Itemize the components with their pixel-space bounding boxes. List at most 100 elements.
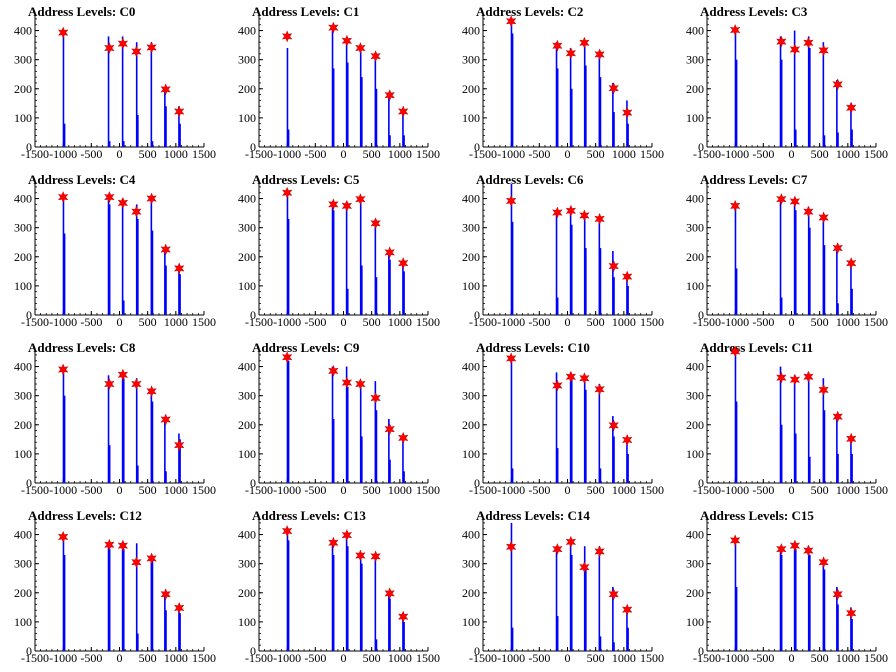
x-tick-label: 0 (117, 315, 123, 329)
histogram-bin (388, 418, 390, 483)
y-tick-label: 100 (238, 111, 256, 125)
x-tick-label: 500 (811, 483, 829, 497)
y-tick-label: 100 (462, 447, 480, 461)
histogram-bin (361, 563, 363, 651)
y-tick-label: 0 (698, 644, 704, 658)
histogram-bin (403, 271, 405, 315)
histogram-bin (612, 250, 614, 315)
peak-marker (57, 26, 69, 39)
x-tick-label: 1500 (864, 483, 888, 497)
x-tick-label: 500 (587, 315, 605, 329)
histogram-bin (332, 418, 335, 483)
peak-marker (729, 345, 741, 358)
y-tick-label: 200 (14, 418, 32, 432)
y-tick-label: 200 (686, 250, 704, 264)
histogram-bin (62, 534, 65, 651)
y-tick-label: 400 (462, 360, 480, 374)
histogram-bin (402, 613, 404, 651)
histogram-bin (108, 141, 111, 147)
histogram-bin (402, 109, 404, 147)
x-tick-label: 0 (117, 483, 123, 497)
y-tick-label: 100 (14, 615, 32, 629)
peak-marker (621, 106, 633, 119)
peak-marker (565, 47, 577, 60)
x-tick-label: -1500 (469, 315, 497, 329)
peak-marker (117, 196, 129, 209)
histogram-bin (62, 195, 65, 315)
peak-marker (594, 212, 605, 225)
y-tick-label: 400 (14, 192, 32, 206)
x-tick-label: 500 (811, 147, 829, 161)
histogram-bin (63, 233, 66, 315)
histogram-bin (598, 384, 601, 483)
histogram-bin (555, 42, 558, 148)
x-tick-label: 0 (565, 651, 571, 665)
histogram-bin (374, 554, 377, 651)
x-tick-label: -1500 (21, 651, 49, 665)
histogram-bin (734, 27, 737, 148)
x-tick-label: 0 (565, 147, 571, 161)
peak-marker (552, 206, 563, 219)
histogram-bin (286, 192, 289, 315)
histogram-bin (286, 48, 289, 148)
x-tick-label: 1000 (164, 483, 188, 497)
y-tick-label: 300 (686, 53, 704, 67)
y-tick-label: 300 (686, 389, 704, 403)
histogram-bin (807, 207, 810, 315)
panel-c1: Address Levels: C1 0 100 200 300 400 -1500 -100… (224, 0, 448, 168)
y-tick-label: 0 (26, 140, 32, 154)
x-tick-label: 1500 (640, 147, 664, 161)
peak-marker (803, 370, 814, 383)
panel-c13: Address Levels: C13 0 100 200 300 400 -1500 -10… (224, 504, 448, 672)
x-tick-label: -1000 (721, 147, 749, 161)
x-tick-label: -1000 (497, 651, 525, 665)
x-tick-label: 1000 (164, 315, 188, 329)
histogram-bin (793, 30, 796, 147)
peak-marker (789, 43, 801, 56)
peak-marker (579, 209, 590, 222)
histogram-bin (121, 36, 124, 147)
peak-marker (384, 423, 395, 436)
histogram-bin (627, 123, 629, 147)
histogram-bin (851, 288, 853, 315)
peak-marker (608, 419, 619, 432)
histogram-bin (150, 389, 153, 483)
peak-marker (397, 257, 409, 270)
y-tick-label: 0 (474, 140, 480, 154)
histogram-bin (822, 42, 825, 148)
histogram-bin (375, 410, 378, 483)
y-tick-label: 100 (14, 111, 32, 125)
peak-marker (328, 364, 339, 377)
peak-marker (131, 205, 142, 218)
histogram-bin (850, 439, 852, 483)
x-tick-label: -1500 (693, 315, 721, 329)
peak-marker (818, 44, 829, 57)
histogram-bin (388, 592, 390, 651)
histogram-bin (612, 416, 614, 483)
peak-marker (160, 243, 171, 256)
panel-c8: Address Levels: C8 0 100 200 300 400 -1500 -100… (0, 336, 224, 504)
histogram-bin (735, 401, 738, 483)
peak-marker (328, 21, 339, 34)
histogram-bin (626, 274, 628, 315)
histogram-bin (135, 543, 138, 651)
histogram-bin (178, 106, 180, 147)
histogram-plot: 0 100 200 300 400 -1500 -1000 -500 0 500 1000 1500 (14, 180, 216, 329)
histogram-bin (836, 80, 838, 147)
histogram-bin (837, 453, 839, 483)
histogram-bin (851, 618, 853, 651)
x-tick-label: -500 (304, 651, 326, 665)
histogram-bin (107, 198, 110, 315)
peak-marker (803, 544, 814, 557)
histogram-bin (374, 381, 377, 483)
x-tick-label: 1000 (164, 147, 188, 161)
histogram-bin (361, 77, 363, 147)
x-tick-label: 500 (363, 147, 381, 161)
histogram-bin (793, 375, 796, 483)
histogram-plot: 0 100 200 300 400 -1500 -1000 -500 0 500 1000 1500 (14, 12, 216, 161)
x-tick-label: 500 (363, 483, 381, 497)
panel-c2: Address Levels: C2 0 100 200 300 400 -1500 -100… (448, 0, 672, 168)
histogram-bin (583, 213, 586, 315)
peak-marker (818, 211, 829, 224)
histogram-bin (403, 471, 405, 483)
